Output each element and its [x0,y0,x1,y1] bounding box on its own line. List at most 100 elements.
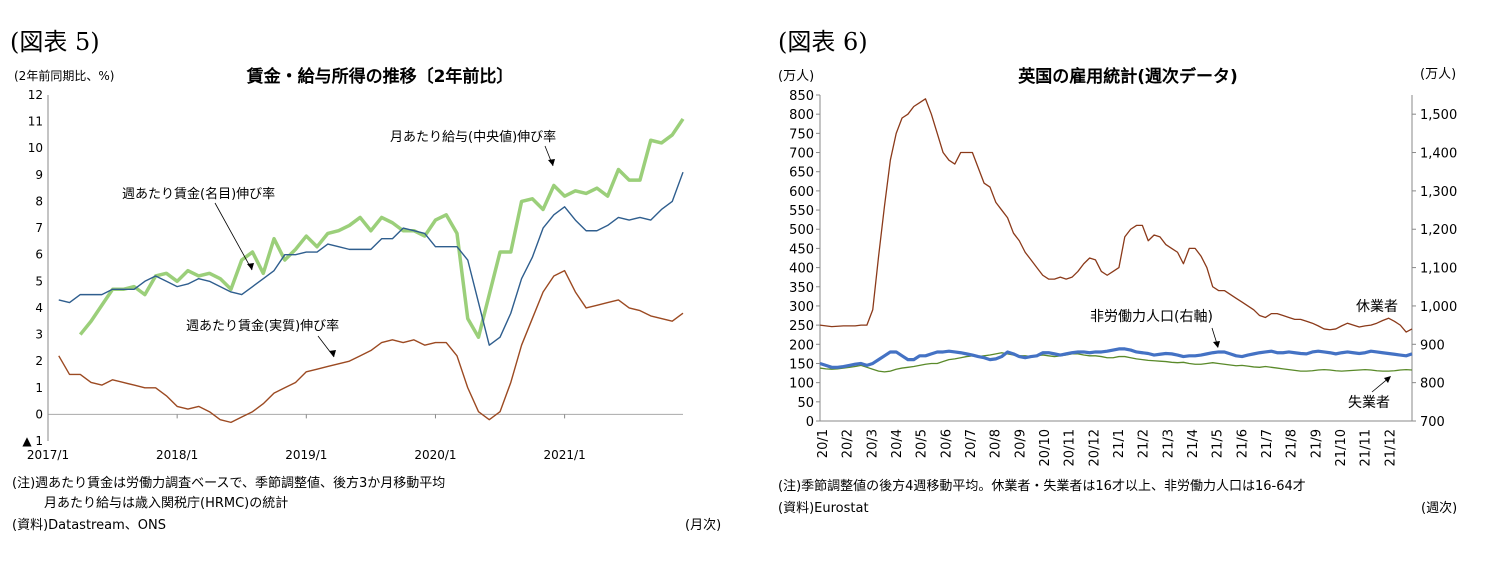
chart5-y-tick: ▲ 1 [22,434,43,448]
chart6-x-tick: 20/12 [1087,429,1102,466]
figure5-xunit: (月次) [685,518,722,533]
chart5-y-tick: 10 [28,141,43,155]
chart6-yr-tick: 900 [1420,338,1445,353]
chart6-y-tick: 350 [789,281,814,296]
chart6-y-tick: 550 [789,204,814,219]
chart6-x-tick: 20/6 [939,429,954,458]
chart6-y-tick: 450 [789,242,814,257]
chart5-x-tick: 2018/1 [156,448,198,462]
chart5-y-tick: 5 [35,274,43,288]
chart5-series-line [58,269,684,424]
chart6-title: 英国の雇用統計(週次データ) [1018,66,1238,87]
chart6-x-tick: 21/2 [1137,429,1152,458]
chart5-x-tick: 2021/1 [544,448,586,462]
figure5-label: (図表 5) [10,28,100,56]
chart5-y-tick: 7 [35,221,43,235]
chart6-series-label: 休業者 [1356,299,1398,315]
chart6-x-tick: 21/11 [1359,429,1374,466]
figure6-source: (資料)Eurostat [778,501,869,516]
chart5-y-tick: 2 [35,354,43,368]
chart6-y-tick: 250 [789,319,814,334]
chart6-y-tick: 100 [789,377,814,392]
chart5-leader-arrow [329,350,336,357]
chart6-x-tick: 21/8 [1285,429,1300,458]
chart5-y-tick: 11 [28,115,43,129]
chart6-x-tick: 20/9 [1013,429,1028,458]
chart5-leader-arrow [247,263,254,270]
chart6-yr-tick: 800 [1420,377,1445,392]
chart5-title: 賃金・給与所得の推移〔2年前比〕 [246,66,514,87]
chart6-series-line [819,98,1413,333]
chart6-y-tick: 750 [789,127,814,142]
chart5-y-tick: 1 [35,381,43,395]
chart6-y-tick: 700 [789,147,814,162]
chart6-series-label: 失業者 [1348,395,1390,411]
chart6-x-tick: 21/5 [1211,429,1226,458]
chart6-x-tick: 21/12 [1383,429,1398,466]
chart6-series-line [819,347,1413,369]
chart5-unit: (2年前同期比、%) [14,68,114,83]
chart6-x-tick: 20/10 [1038,429,1053,466]
chart6-x-tick: 21/9 [1309,429,1324,458]
figure6-note1: (注)季節調整値の後方4週移動平均。休業者・失業者は16才以上、非労働力人口は1… [778,479,1306,494]
chart5-series-label: 月あたり給与(中央値)伸び率 [390,129,556,145]
chart6-x-tick: 20/3 [865,429,880,458]
chart5-x-tick: 2017/1 [27,448,69,462]
chart6-y-tick: 850 [789,89,814,104]
chart5-y-tick: 3 [35,328,43,342]
chart6-yr-tick: 1,100 [1420,262,1457,277]
chart5-y-tick: 12 [28,88,43,102]
figure6-label: (図表 6) [778,28,868,56]
chart6-series-line [819,352,1413,373]
chart6-x-tick: 21/10 [1334,429,1349,466]
chart5-series-label: 週あたり賃金(名目)伸び率 [122,186,275,202]
chart6-x-tick: 20/11 [1063,429,1078,466]
chart6-yr-tick: 1,300 [1420,185,1457,200]
figure5-source: (資料)Datastream、ONS [12,518,166,533]
chart6-y-tick: 200 [789,338,814,353]
chart6-x-tick: 20/5 [915,429,930,458]
chart6-x-tick: 20/8 [989,429,1004,458]
chart5-y-tick: 9 [35,168,43,182]
chart6-leader-arrow [1384,376,1391,383]
chart6-x-tick: 20/4 [890,429,905,458]
chart6-y-tick: 800 [789,108,814,123]
chart6-x-tick: 21/6 [1235,429,1250,458]
chart6-yr-tick: 1,000 [1420,300,1457,315]
figure5-note1: (注)週あたり賃金は労働力調査ベースで、季節調整値、後方3か月移動平均 [12,476,446,491]
chart5-y-tick: 6 [35,248,43,262]
chart6-y-tick: 600 [789,185,814,200]
chart6-yr-tick: 1,500 [1420,108,1457,123]
figure6-xunit: (週次) [1421,501,1458,516]
chart6-unit-right: (万人) [1420,67,1456,82]
chart6-x-tick: 21/4 [1186,429,1201,458]
chart6-y-tick: 0 [806,415,814,430]
chart6-leader-arrow [1213,341,1220,348]
chart6-yr-tick: 1,200 [1420,223,1457,238]
chart6-y-tick: 400 [789,262,814,277]
chart6-x-tick: 20/1 [816,429,831,458]
chart5-y-tick: 8 [35,194,43,208]
chart5-leader-line [214,202,253,271]
chart5-series-line [78,117,685,339]
chart6-y-tick: 650 [789,166,814,181]
chart6-yr-tick: 1,400 [1420,147,1457,162]
chart6-series-label: 非労働力人口(右軸) [1090,309,1213,325]
chart5-series-line [58,171,684,346]
chart6-yr-tick: 700 [1420,415,1445,430]
chart5-x-tick: 2019/1 [285,448,327,462]
chart5-series-label: 週あたり賃金(実質)伸び率 [186,318,339,334]
chart5-x-tick: 2020/1 [414,448,456,462]
chart6-x-tick: 20/7 [964,429,979,458]
chart6-y-tick: 150 [789,357,814,372]
chart6-x-tick: 21/7 [1260,429,1275,458]
figure5-note2: 月あたり給与は歳入関税庁(HRMC)の統計 [44,496,289,511]
chart6-x-tick: 21/1 [1112,429,1127,458]
chart6-y-tick: 500 [789,223,814,238]
chart5-y-tick: 0 [35,407,43,421]
chart6-x-tick: 21/3 [1161,429,1176,458]
chart6-y-tick: 300 [789,300,814,315]
chart6-y-tick: 50 [797,396,814,411]
